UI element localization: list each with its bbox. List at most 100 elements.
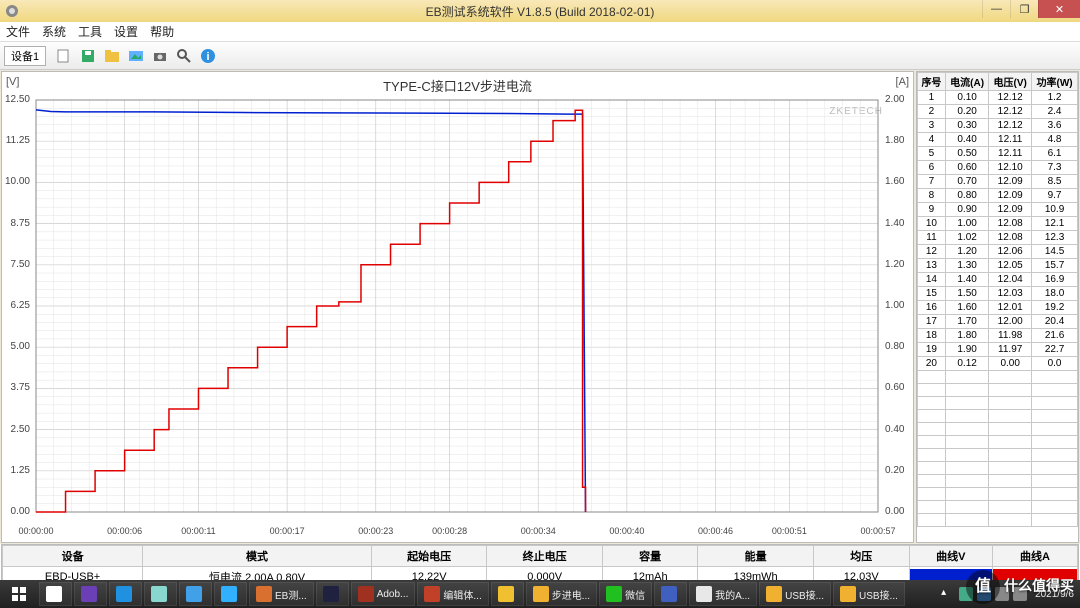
taskbar-item[interactable]: EB测... (249, 582, 314, 606)
taskbar-item[interactable] (74, 582, 107, 606)
status-header: 容量 (602, 546, 698, 567)
x-tick: 00:00:23 (358, 526, 393, 536)
table-row[interactable]: 20.2012.122.4 (918, 105, 1078, 119)
start-button[interactable] (1, 582, 37, 606)
table-row (918, 410, 1078, 423)
table-row[interactable]: 111.0212.0812.3 (918, 231, 1078, 245)
table-header: 电压(V) (989, 73, 1032, 91)
table-row[interactable]: 101.0012.0812.1 (918, 217, 1078, 231)
picture-icon[interactable] (126, 46, 146, 66)
table-row[interactable]: 181.8011.9821.6 (918, 329, 1078, 343)
info-icon[interactable]: i (198, 46, 218, 66)
device-tab[interactable]: 设备1 (4, 46, 46, 66)
y-left-tick: 11.25 (6, 135, 30, 146)
table-row[interactable]: 200.120.000.0 (918, 357, 1078, 371)
taskbar-item[interactable] (316, 582, 349, 606)
taskbar: EB测...Adob...编辑体...步进电...微信我的A...USB接...… (0, 580, 1080, 608)
y-right-tick: 1.80 (885, 135, 904, 146)
taskbar-item[interactable] (144, 582, 177, 606)
table-row[interactable]: 50.5012.116.1 (918, 147, 1078, 161)
close-button[interactable]: ✕ (1038, 0, 1080, 18)
minimize-button[interactable]: — (982, 0, 1010, 18)
taskbar-item[interactable]: 微信 (599, 582, 652, 606)
taskbar-item[interactable]: 编辑体... (417, 582, 488, 606)
save-icon[interactable] (78, 46, 98, 66)
window-titlebar: EB测试系统软件 V1.8.5 (Build 2018-02-01) — ❐ ✕ (0, 0, 1080, 22)
status-header: 起始电压 (371, 546, 486, 567)
table-row[interactable]: 121.2012.0614.5 (918, 245, 1078, 259)
table-row (918, 462, 1078, 475)
x-tick: 00:00:11 (181, 526, 215, 536)
y-right-tick: 1.40 (885, 218, 904, 229)
table-row[interactable]: 40.4012.114.8 (918, 133, 1078, 147)
x-tick: 00:00:34 (521, 526, 556, 536)
table-row[interactable]: 70.7012.098.5 (918, 175, 1078, 189)
taskbar-item[interactable]: Adob... (351, 582, 416, 606)
data-table: 序号电流(A)电压(V)功率(W)10.1012.121.220.2012.12… (917, 72, 1078, 527)
taskbar-item[interactable]: USB接... (759, 582, 831, 606)
taskbar-item[interactable]: 我的A... (689, 582, 757, 606)
taskbar-item[interactable] (179, 582, 212, 606)
table-row[interactable]: 161.6012.0119.2 (918, 301, 1078, 315)
search-icon[interactable] (174, 46, 194, 66)
window-title: EB测试系统软件 V1.8.5 (Build 2018-02-01) (426, 3, 655, 20)
table-row[interactable]: 141.4012.0416.9 (918, 273, 1078, 287)
table-row[interactable]: 10.1012.121.2 (918, 91, 1078, 105)
table-row[interactable]: 80.8012.099.7 (918, 189, 1078, 203)
taskbar-item[interactable] (214, 582, 247, 606)
taskbar-item[interactable] (654, 582, 687, 606)
taskbar-item[interactable]: USB接... (833, 582, 905, 606)
menu-设置[interactable]: 设置 (114, 23, 138, 40)
table-row[interactable]: 30.3012.123.6 (918, 119, 1078, 133)
status-header: 设备 (3, 546, 143, 567)
y-right-tick: 0.20 (885, 465, 904, 476)
app-icon (4, 3, 20, 19)
y-left-tick: 2.50 (11, 424, 30, 435)
taskbar-item[interactable] (39, 582, 72, 606)
system-tray[interactable]: ▴ 2021/9/6 (939, 587, 1080, 601)
chart-area: [V] [A] TYPE-C接口12V步进电流 ZKETECH 0.001.25… (1, 71, 914, 543)
x-tick: 00:00:57 (860, 526, 895, 536)
taskbar-item[interactable] (491, 582, 524, 606)
status-header: 终止电压 (487, 546, 602, 567)
x-tick: 00:00:17 (270, 526, 305, 536)
tray-icon[interactable] (977, 587, 991, 601)
camera-icon[interactable] (150, 46, 170, 66)
toolbar: 设备1 i (0, 42, 1080, 70)
y-left-tick: 10.00 (5, 176, 30, 187)
tray-network-icon[interactable] (1013, 587, 1027, 601)
table-row[interactable]: 90.9012.0910.9 (918, 203, 1078, 217)
maximize-button[interactable]: ❐ (1010, 0, 1038, 18)
taskbar-item[interactable]: 步进电... (526, 582, 597, 606)
menu-bar: 文件系统工具设置帮助 (0, 22, 1080, 42)
table-row[interactable]: 151.5012.0318.0 (918, 287, 1078, 301)
new-icon[interactable] (54, 46, 74, 66)
table-row (918, 475, 1078, 488)
taskbar-item[interactable] (109, 582, 142, 606)
status-header: 能量 (698, 546, 814, 567)
taskbar-clock[interactable]: 2021/9/6 (1035, 589, 1074, 600)
status-header: 曲线V (909, 546, 993, 567)
table-row (918, 397, 1078, 410)
open-icon[interactable] (102, 46, 122, 66)
menu-工具[interactable]: 工具 (78, 23, 102, 40)
y-left-tick: 8.75 (11, 218, 30, 229)
tray-icon[interactable] (959, 587, 973, 601)
table-row (918, 501, 1078, 514)
data-table-pane: 序号电流(A)电压(V)功率(W)10.1012.121.220.2012.12… (916, 71, 1079, 543)
tray-volume-icon[interactable] (995, 587, 1009, 601)
table-row (918, 371, 1078, 384)
menu-文件[interactable]: 文件 (6, 23, 30, 40)
y-right-tick: 0.80 (885, 341, 904, 352)
tray-up-icon[interactable]: ▴ (941, 587, 955, 601)
menu-帮助[interactable]: 帮助 (150, 23, 174, 40)
table-row[interactable]: 60.6012.107.3 (918, 161, 1078, 175)
menu-系统[interactable]: 系统 (42, 23, 66, 40)
table-row[interactable]: 191.9011.9722.7 (918, 343, 1078, 357)
status-header: 曲线A (993, 546, 1078, 567)
table-row[interactable]: 131.3012.0515.7 (918, 259, 1078, 273)
table-header: 电流(A) (945, 73, 988, 91)
y-right-tick: 0.60 (885, 382, 904, 393)
table-row[interactable]: 171.7012.0020.4 (918, 315, 1078, 329)
y-left-tick: 1.25 (11, 465, 30, 476)
